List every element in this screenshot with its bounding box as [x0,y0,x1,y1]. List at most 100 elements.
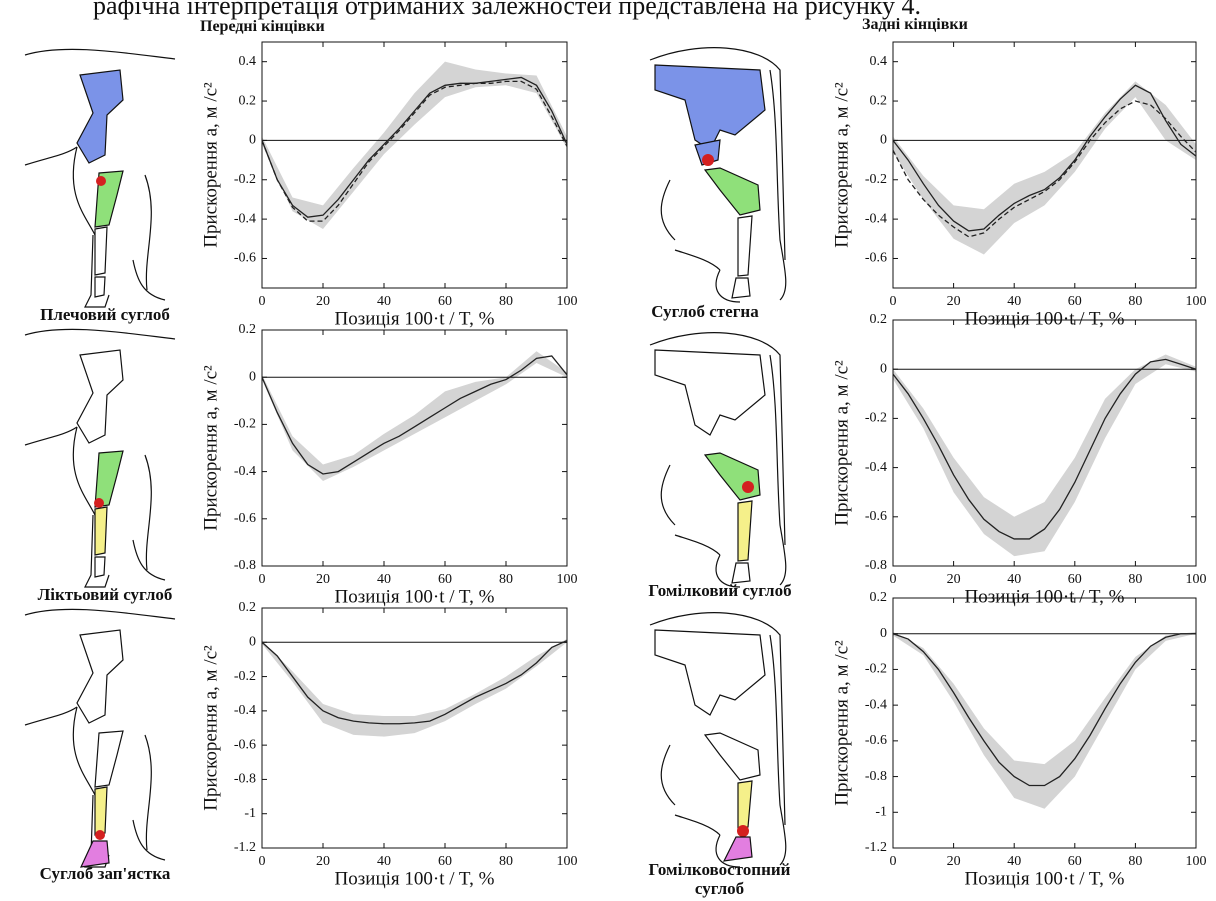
illustration [24,328,176,588]
x-tick-label: 40 [377,572,391,587]
header-text: рафічна інтерпретація отриманих залежнос… [93,0,921,20]
y-tick-label: -0.4 [234,464,256,479]
data-line [261,80,568,222]
illustration [649,612,787,868]
x-tick-label: 20 [947,572,961,587]
x-tick-label: 60 [1068,854,1082,869]
y-axis-label: Прискорення a, м /c² [200,365,221,531]
y-tick-label: -0.6 [865,509,887,524]
data-line [892,100,1197,238]
y-tick-label: -1.2 [865,840,887,855]
x-tick-label: 20 [316,854,330,869]
x-tick-label: 40 [1007,854,1021,869]
x-tick-label: 80 [499,294,513,309]
y-tick-label: -0.2 [234,417,256,432]
x-tick-label: 40 [377,854,391,869]
y-tick-label: -0.8 [234,558,256,573]
plot-frame [261,329,568,567]
y-tick-label: 0 [880,361,887,376]
y-tick-label: -0.6 [234,251,256,266]
x-tick-label: 100 [1186,572,1207,587]
column-title: Передні кінцівки [200,18,325,35]
y-axis-label: Прискорення a, м /c² [831,640,852,806]
y-tick-label: -0.2 [865,662,887,677]
spread-band [893,81,1196,255]
x-axis-label: Позиція 100·t / T, % [965,868,1125,889]
y-axis-label: Прискорення a, м /c² [200,82,221,248]
x-axis-label: Позиція 100·t / T, % [335,308,495,329]
y-tick-label: -0.4 [234,703,256,718]
illustration [649,47,787,303]
y-tick-label: 0.2 [239,322,257,337]
x-tick-label: 100 [1186,294,1207,309]
y-axis-label: Прискорення a, м /c² [831,360,852,526]
x-tick-label: 100 [1186,854,1207,869]
x-axis-label: Позиція 100·t / T, % [335,586,495,607]
x-tick-label: 80 [1128,572,1142,587]
data-line [261,639,568,725]
y-tick-label: -0.8 [865,769,887,784]
y-tick-label: -0.4 [865,697,887,712]
joint-label: Гомілковий суглоб [648,581,792,600]
y-tick-label: -1.2 [234,840,256,855]
joint-label: Суглоб зап'ястка [39,864,171,883]
joint-label: Суглоб стегна [651,302,759,321]
y-tick-label: -0.8 [234,772,256,787]
y-axis-label: Прискорення a, м /c² [200,645,221,811]
joint-label: Ліктьовий суглоб [37,585,173,604]
x-tick-label: 80 [499,572,513,587]
x-tick-label: 40 [1007,572,1021,587]
chart: -1.2 -1 -0.8 -0.6 -0.4 -0.2 0 0.2 0 20 40 60 80 100 По… [831,590,1206,889]
x-tick-label: 100 [557,294,578,309]
y-tick-label: -1 [875,805,887,820]
y-tick-label: -1 [244,806,256,821]
joint-label: Плечовий суглоб [40,305,170,324]
x-tick-label: 60 [438,294,452,309]
y-tick-label: -0.8 [865,558,887,573]
y-tick-label: 0.2 [239,600,257,615]
data-line [261,355,568,475]
x-tick-label: 0 [259,854,266,869]
x-tick-label: 0 [259,294,266,309]
y-tick-label: -0.6 [865,733,887,748]
spread-band [893,631,1196,809]
x-tick-label: 60 [1068,572,1082,587]
chart: -1.2 -1 -0.8 -0.6 -0.4 -0.2 0 0.2 0 20 40 60 80 100 По… [200,600,577,889]
x-tick-label: 60 [438,854,452,869]
y-tick-label: 0.2 [239,93,257,108]
plot-frame [261,607,568,849]
y-tick-label: 0 [249,133,256,148]
y-tick-label: 0.2 [870,590,888,605]
plot-frame [892,41,1197,289]
y-tick-label: -0.2 [234,172,256,187]
spread-band [262,61,567,229]
x-tick-label: 100 [557,572,578,587]
y-tick-label: -0.2 [865,172,887,187]
x-tick-label: 20 [316,572,330,587]
y-tick-label: 0.4 [870,54,888,69]
x-tick-label: 60 [438,572,452,587]
illustration [24,48,176,308]
plot-frame [892,597,1197,849]
y-tick-label: -0.4 [865,211,887,226]
y-tick-label: 0.4 [239,54,257,69]
x-tick-label: 40 [377,294,391,309]
x-tick-label: 60 [1068,294,1082,309]
illustration [649,332,787,588]
data-line [261,76,568,218]
x-tick-label: 80 [1128,294,1142,309]
y-tick-label: -0.4 [865,460,887,475]
y-tick-label: 0 [880,626,887,641]
x-tick-label: 0 [890,572,897,587]
x-tick-label: 20 [947,294,961,309]
x-tick-label: 0 [890,854,897,869]
y-tick-label: -0.4 [234,211,256,226]
y-tick-label: -0.6 [234,511,256,526]
y-tick-label: 0 [249,369,256,384]
x-tick-label: 100 [557,854,578,869]
plot-frame [261,41,568,289]
column-title: Задні кінцівки [862,16,968,33]
